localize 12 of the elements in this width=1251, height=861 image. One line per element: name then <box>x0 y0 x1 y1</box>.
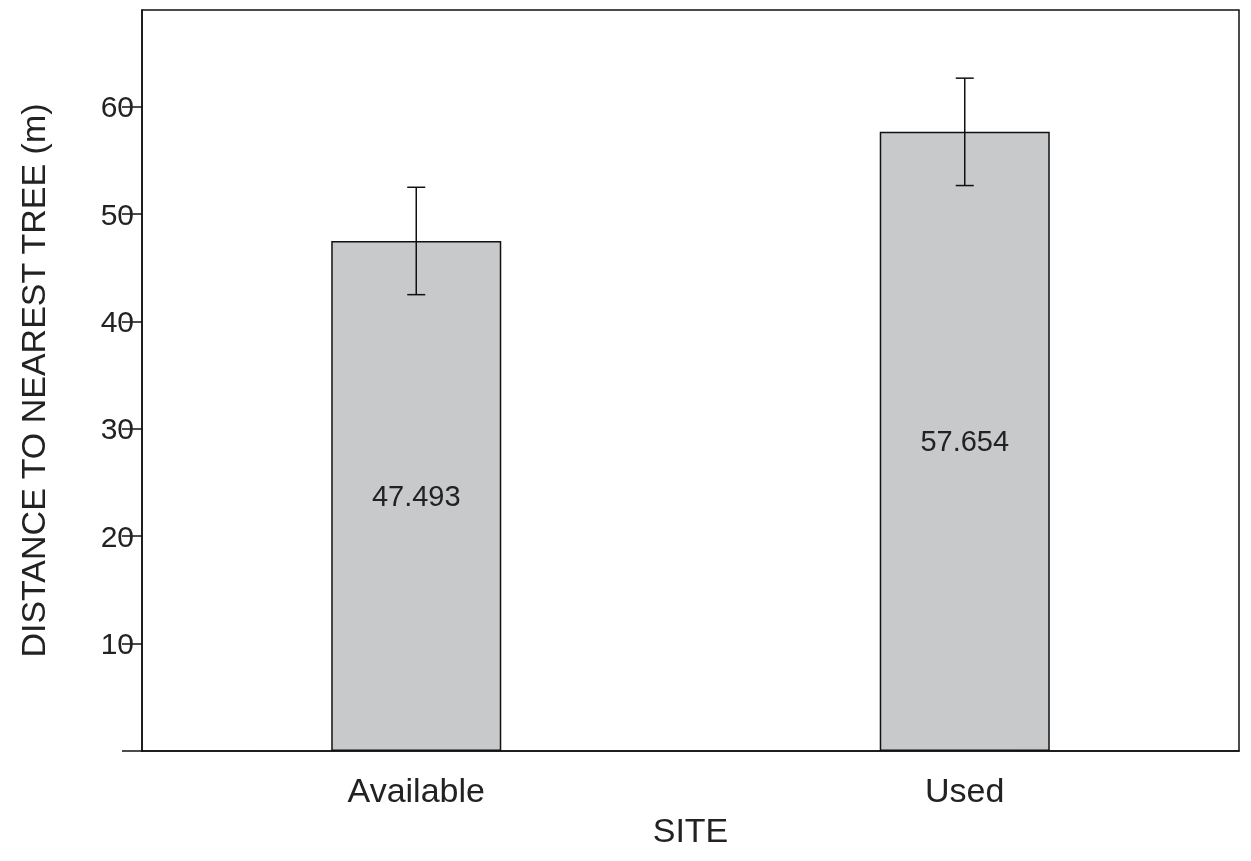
y-tick-label: 10 <box>100 627 134 661</box>
y-axis-title: DISTANCE TO NEAREST TREE (m) <box>14 103 52 658</box>
data-label: 57.654 <box>920 425 1010 458</box>
x-axis-title: SITE <box>652 811 729 849</box>
y-tick-label: 60 <box>100 90 134 124</box>
x-tick-label: Used <box>925 771 1005 809</box>
x-tick-label: Available <box>347 771 485 809</box>
data-label: 47.493 <box>371 479 461 512</box>
y-tick-label: 30 <box>100 412 134 446</box>
y-tick-label: 40 <box>100 304 134 338</box>
y-tick-label: 50 <box>100 197 134 231</box>
y-tick-label: 20 <box>100 519 134 553</box>
